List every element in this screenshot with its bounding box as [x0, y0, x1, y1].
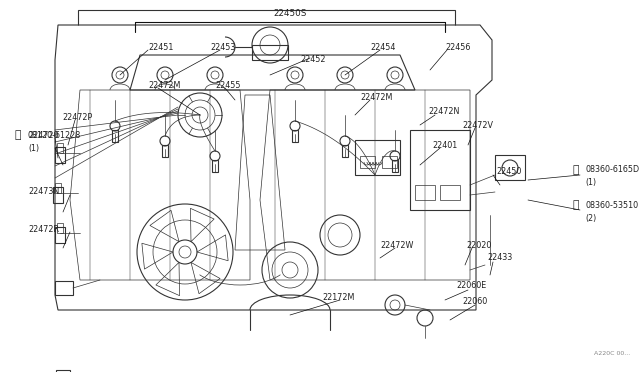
Text: 22472M: 22472M: [148, 80, 180, 90]
Text: 22472M: 22472M: [360, 93, 392, 103]
Text: (1): (1): [585, 179, 596, 187]
Text: 22453: 22453: [210, 42, 236, 51]
Bar: [53, 187, 63, 203]
Text: 22455: 22455: [215, 80, 241, 90]
Bar: [392, 160, 398, 172]
Text: 22472N: 22472N: [428, 108, 460, 116]
Text: 22172M: 22172M: [322, 294, 355, 302]
Bar: [57, 223, 63, 233]
Bar: [56, 370, 70, 372]
Text: 22473N: 22473N: [28, 187, 60, 196]
Bar: [162, 145, 168, 157]
Bar: [212, 160, 218, 172]
Text: 22060E: 22060E: [456, 280, 486, 289]
Text: 08360-6165D: 08360-6165D: [585, 166, 639, 174]
Bar: [360, 156, 375, 168]
Text: 08120-61228: 08120-61228: [28, 131, 81, 140]
Text: 22472V: 22472V: [462, 121, 493, 129]
Text: Ⓢ: Ⓢ: [572, 200, 579, 210]
Text: 22454: 22454: [370, 42, 396, 51]
Bar: [410, 130, 470, 210]
Text: 22401: 22401: [432, 141, 457, 150]
Text: (2): (2): [585, 214, 596, 222]
Text: 22472P: 22472P: [62, 112, 92, 122]
Bar: [342, 145, 348, 157]
Text: Ⓢ: Ⓢ: [572, 165, 579, 175]
Text: 22472R: 22472R: [28, 225, 59, 234]
Bar: [55, 227, 65, 243]
Text: 22433: 22433: [487, 253, 512, 263]
Text: Ⓑ: Ⓑ: [14, 130, 20, 140]
Bar: [57, 143, 63, 153]
Bar: [495, 155, 525, 180]
Text: 22472W: 22472W: [380, 241, 413, 250]
Text: 22452: 22452: [300, 55, 326, 64]
Bar: [55, 183, 61, 193]
Text: 22020: 22020: [466, 241, 492, 250]
Text: 22450: 22450: [496, 167, 522, 176]
Text: (1): (1): [28, 144, 39, 153]
Text: 22450S: 22450S: [273, 10, 307, 19]
Bar: [355, 140, 400, 175]
Text: A220C 00...: A220C 00...: [594, 351, 630, 356]
Text: 22060: 22060: [462, 298, 487, 307]
Bar: [440, 185, 460, 200]
Bar: [112, 130, 118, 142]
Bar: [415, 185, 435, 200]
Bar: [252, 45, 288, 60]
Text: 224720: 224720: [28, 131, 58, 140]
Bar: [292, 130, 298, 142]
Bar: [55, 147, 65, 163]
Text: 22451: 22451: [148, 42, 173, 51]
Text: 08360-53510: 08360-53510: [585, 201, 638, 209]
Bar: [55, 281, 73, 295]
Text: 22456: 22456: [445, 42, 470, 51]
Bar: [382, 156, 397, 168]
